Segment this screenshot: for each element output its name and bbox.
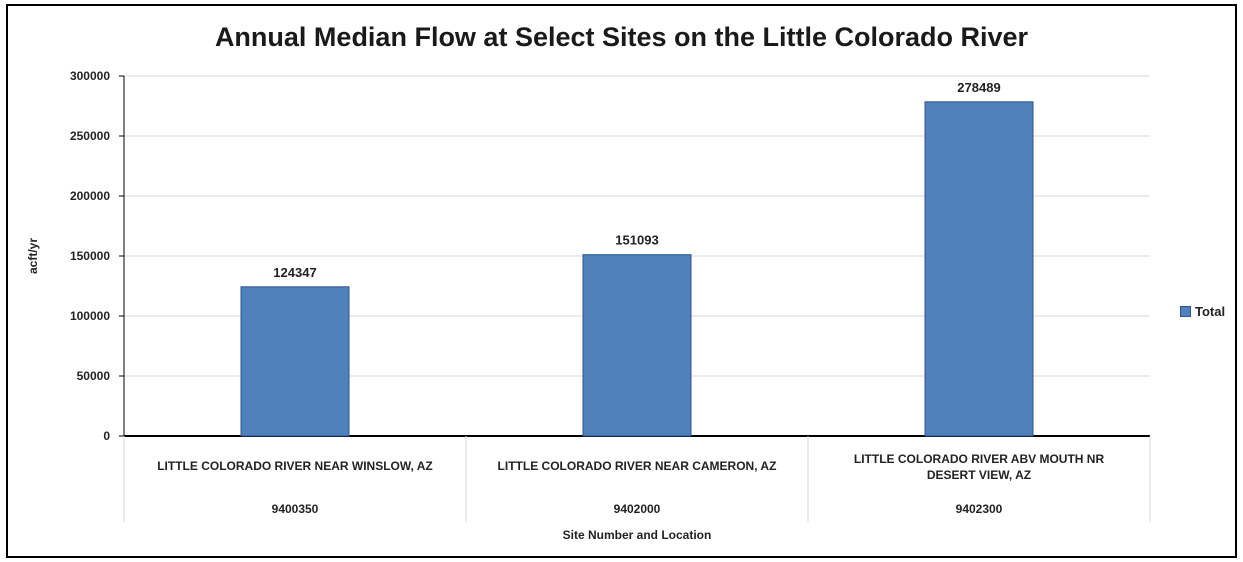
data-label: 151093 bbox=[615, 233, 658, 248]
legend-label: Total bbox=[1195, 304, 1226, 319]
x-site-number: 9402000 bbox=[614, 502, 661, 516]
y-tick-label: 0 bbox=[103, 429, 110, 443]
y-axis-title: acft/yr bbox=[26, 238, 40, 274]
bar bbox=[582, 254, 692, 437]
y-tick-label: 50000 bbox=[77, 369, 111, 383]
y-tick-label: 200000 bbox=[70, 189, 110, 203]
x-category-label: LITTLE COLORADO RIVER NEAR CAMERON, AZ bbox=[498, 459, 777, 473]
legend: Total bbox=[1180, 304, 1225, 319]
data-label: 124347 bbox=[273, 265, 316, 280]
y-tick-label: 250000 bbox=[70, 129, 110, 143]
x-category-label: DESERT VIEW, AZ bbox=[927, 468, 1031, 482]
y-tick-label: 150000 bbox=[70, 249, 110, 263]
legend-swatch bbox=[1180, 306, 1191, 317]
bar bbox=[240, 286, 350, 437]
data-label: 278489 bbox=[957, 80, 1000, 95]
x-axis-title: Site Number and Location bbox=[563, 528, 712, 542]
chart-title: Annual Median Flow at Select Sites on th… bbox=[214, 22, 1029, 52]
x-category-label: LITTLE COLORADO RIVER NEAR WINSLOW, AZ bbox=[157, 459, 433, 473]
x-category-label: LITTLE COLORADO RIVER ABV MOUTH NR bbox=[854, 452, 1105, 466]
y-tick-label: 100000 bbox=[70, 309, 110, 323]
bar bbox=[924, 101, 1034, 437]
y-tick-label: 300000 bbox=[70, 69, 110, 83]
x-site-number: 9400350 bbox=[272, 502, 319, 516]
x-site-number: 9402300 bbox=[956, 502, 1003, 516]
